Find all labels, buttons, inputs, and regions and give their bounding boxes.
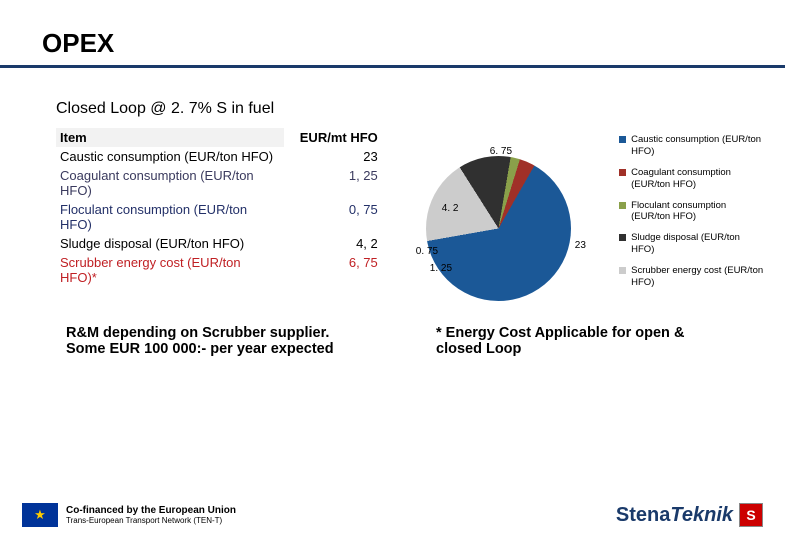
pie-slice-label: 4. 2 xyxy=(442,203,459,214)
table-row: Scrubber energy cost (EUR/ton HFO)* 6, 7… xyxy=(56,253,382,287)
pie-legend: Caustic consumption (EUR/ton HFO) Coagul… xyxy=(619,128,765,301)
table-row: Floculant consumption (EUR/ton HFO) 0, 7… xyxy=(56,200,382,234)
col-header-item: Item xyxy=(56,128,284,147)
legend-item: Floculant consumption (EUR/ton HFO) xyxy=(619,200,765,224)
footer-eu-sub: Trans-European Transport Network (TEN-T) xyxy=(66,516,236,525)
cell-value: 1, 25 xyxy=(284,166,382,200)
cell-item: Sludge disposal (EUR/ton HFO) xyxy=(56,234,284,253)
table-row: Coagulant consumption (EUR/ton HFO) 1, 2… xyxy=(56,166,382,200)
cell-item: Scrubber energy cost (EUR/ton HFO)* xyxy=(56,253,284,287)
eu-flag-icon: ★ xyxy=(22,503,58,527)
legend-swatch xyxy=(619,136,626,143)
footer-eu-main: Co-financed by the European Union xyxy=(66,505,236,516)
page-title: OPEX xyxy=(0,0,785,65)
pie-slice-label: 1. 25 xyxy=(430,263,452,274)
cell-item: Caustic consumption (EUR/ton HFO) xyxy=(56,147,284,166)
brand-part1: Stena xyxy=(616,504,670,526)
legend-label: Scrubber energy cost (EUR/ton HFO) xyxy=(631,265,765,289)
legend-label: Caustic consumption (EUR/ton HFO) xyxy=(631,134,765,158)
cell-item: Coagulant consumption (EUR/ton HFO) xyxy=(56,166,284,200)
cell-item: Floculant consumption (EUR/ton HFO) xyxy=(56,200,284,234)
cell-value: 23 xyxy=(284,147,382,166)
subtitle: Closed Loop @ 2. 7% S in fuel xyxy=(0,68,785,128)
legend-label: Coagulant consumption (EUR/ton HFO) xyxy=(631,167,765,191)
pie-slice-label: 0. 75 xyxy=(416,246,438,257)
legend-label: Floculant consumption (EUR/ton HFO) xyxy=(631,200,765,224)
table-row: Caustic consumption (EUR/ton HFO) 23 xyxy=(56,147,382,166)
legend-item: Coagulant consumption (EUR/ton HFO) xyxy=(619,167,765,191)
legend-swatch xyxy=(619,202,626,209)
brand-part2: Teknik xyxy=(670,504,733,526)
legend-swatch xyxy=(619,267,626,274)
brand-flag-icon: S xyxy=(739,503,763,527)
pie-slice-label: 23 xyxy=(575,240,586,251)
cell-value: 0, 75 xyxy=(284,200,382,234)
legend-item: Sludge disposal (EUR/ton HFO) xyxy=(619,232,765,256)
cell-value: 4, 2 xyxy=(284,234,382,253)
pie-slice-label: 6. 75 xyxy=(490,146,512,157)
pie-chart: 6. 75 4. 2 0. 75 1. 25 23 xyxy=(382,128,619,301)
opex-table: Item EUR/mt HFO Caustic consumption (EUR… xyxy=(56,128,382,301)
legend-swatch xyxy=(619,234,626,241)
col-header-value: EUR/mt HFO xyxy=(284,128,382,147)
footer-brand: StenaTeknik S xyxy=(616,503,763,527)
cell-value: 6, 75 xyxy=(284,253,382,287)
legend-item: Scrubber energy cost (EUR/ton HFO) xyxy=(619,265,765,289)
table-row: Sludge disposal (EUR/ton HFO) 4, 2 xyxy=(56,234,382,253)
legend-item: Caustic consumption (EUR/ton HFO) xyxy=(619,134,765,158)
note-energy: * Energy Cost Applicable for open & clos… xyxy=(386,325,686,357)
legend-label: Sludge disposal (EUR/ton HFO) xyxy=(631,232,765,256)
note-rm: R&M depending on Scrubber supplier. Some… xyxy=(66,325,386,357)
legend-swatch xyxy=(619,169,626,176)
footer-eu: ★ Co-financed by the European Union Tran… xyxy=(22,503,236,527)
